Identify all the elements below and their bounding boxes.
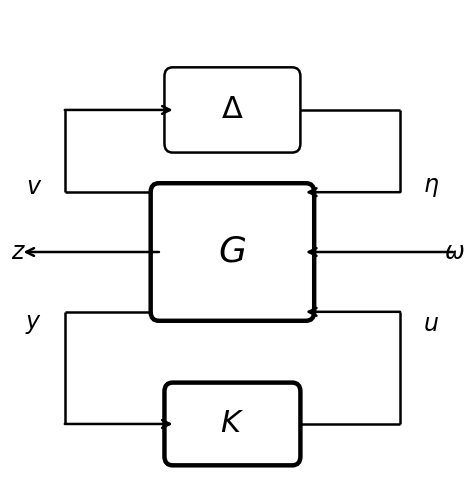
FancyBboxPatch shape <box>164 383 300 465</box>
Text: $\eta$: $\eta$ <box>423 175 439 199</box>
Text: $z$: $z$ <box>11 240 26 264</box>
Text: $\Delta$: $\Delta$ <box>221 95 244 124</box>
Text: $u$: $u$ <box>423 312 439 336</box>
Text: $v$: $v$ <box>25 175 42 199</box>
FancyBboxPatch shape <box>164 68 300 153</box>
Text: $G$: $G$ <box>219 235 246 269</box>
Text: $\omega$: $\omega$ <box>444 240 464 264</box>
FancyBboxPatch shape <box>151 183 314 321</box>
Text: $y$: $y$ <box>25 312 42 336</box>
Text: $K$: $K$ <box>220 409 244 438</box>
